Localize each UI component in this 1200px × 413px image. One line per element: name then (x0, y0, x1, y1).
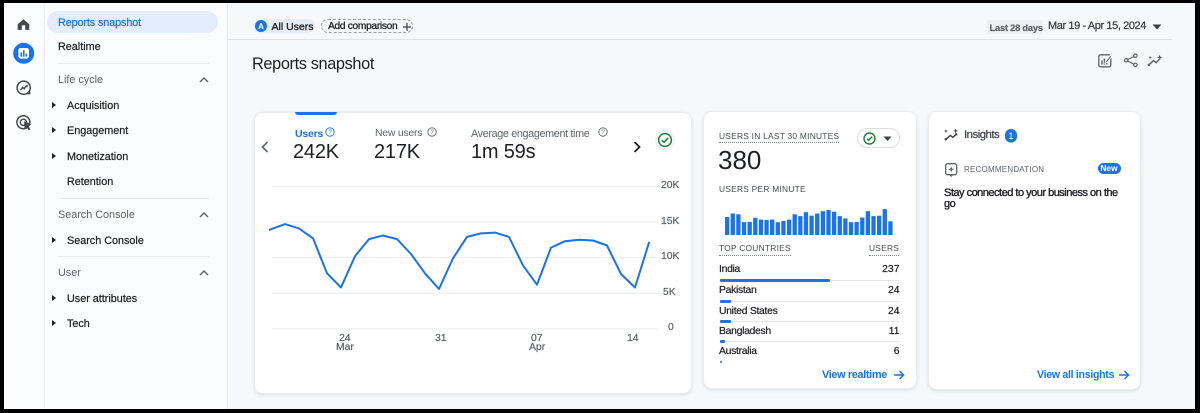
svg-text:A: A (258, 22, 264, 31)
svg-text:1: 1 (1008, 131, 1013, 141)
svg-text:?: ? (601, 130, 605, 136)
svg-text:?: ? (430, 130, 434, 136)
svg-text:?: ? (328, 130, 332, 136)
